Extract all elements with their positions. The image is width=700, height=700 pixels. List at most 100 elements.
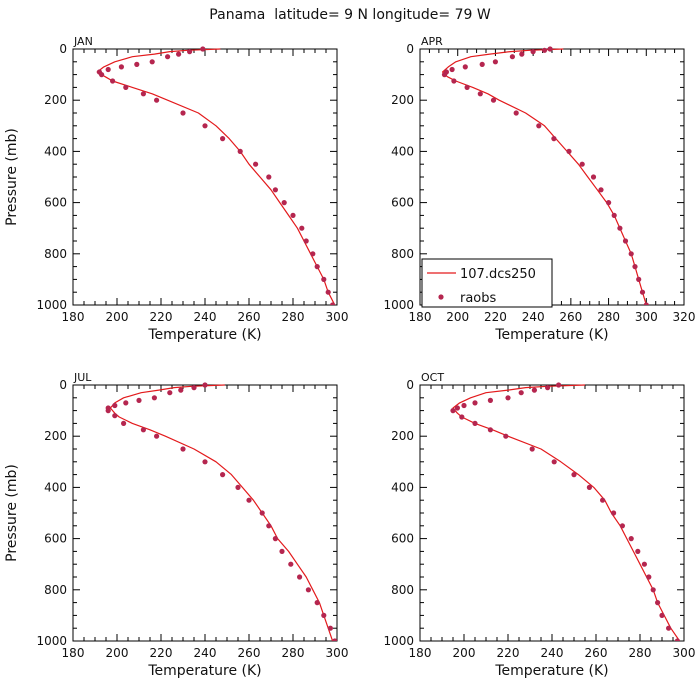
- y-tick-label: 400: [44, 144, 67, 158]
- data-point-raobs: [288, 561, 294, 567]
- data-point-raobs: [551, 136, 557, 142]
- data-point-raobs: [632, 264, 638, 270]
- data-point-raobs: [272, 536, 278, 542]
- data-point-raobs: [314, 600, 320, 606]
- legend-label: 107.dcs250: [460, 267, 536, 282]
- y-tick-label: 800: [44, 247, 67, 261]
- y-axis-label: Pressure (mb): [4, 128, 20, 226]
- x-tick-label: 200: [446, 310, 469, 324]
- data-point-raobs: [530, 49, 536, 55]
- data-point-raobs: [121, 420, 127, 426]
- data-point-raobs: [655, 600, 661, 606]
- data-point-raobs: [509, 54, 515, 60]
- y-tick-label: 0: [406, 42, 414, 56]
- data-point-raobs: [586, 484, 593, 490]
- data-point-raobs: [531, 387, 538, 393]
- data-point-raobs: [461, 402, 467, 409]
- x-tick-label: 280: [629, 646, 652, 660]
- data-point-raobs: [628, 251, 634, 257]
- series-line-107.dcs250: [96, 48, 336, 305]
- x-tick-label: 320: [673, 310, 696, 324]
- data-point-raobs: [253, 161, 259, 167]
- x-tick-label: 220: [497, 646, 520, 660]
- data-point-raobs: [441, 72, 448, 78]
- data-point-raobs: [479, 61, 485, 67]
- legend-dot-swatch: [438, 294, 444, 300]
- x-tick-label: 220: [484, 310, 507, 324]
- y-tick-label: 800: [391, 247, 414, 261]
- panel-apr: APR 180 200 220 240 260 280 300 320 0 200 400 600 800…: [383, 35, 695, 343]
- data-point-raobs: [519, 51, 525, 57]
- data-point-raobs: [646, 574, 652, 580]
- y-axis-label: Pressure (mb): [4, 464, 20, 562]
- y-tick-label: 200: [391, 93, 414, 107]
- data-point-raobs: [180, 110, 186, 116]
- data-point-raobs: [178, 387, 184, 393]
- series-line-107.dcs250: [452, 384, 681, 641]
- data-point-raobs: [123, 84, 129, 90]
- data-point-raobs: [279, 548, 285, 555]
- data-point-raobs: [110, 78, 116, 84]
- data-point-raobs: [487, 427, 493, 433]
- x-tick-label: 240: [522, 310, 545, 324]
- data-point-raobs: [290, 212, 296, 218]
- panel-label: OCT: [421, 371, 444, 384]
- data-point-raobs: [281, 200, 287, 206]
- data-point-raobs: [134, 61, 140, 67]
- data-point-raobs: [606, 200, 612, 206]
- data-point-raobs: [321, 276, 327, 282]
- data-point-raobs: [641, 561, 648, 567]
- x-tick-label: 260: [238, 310, 261, 324]
- data-point-raobs: [200, 46, 206, 52]
- data-point-raobs: [259, 510, 265, 516]
- data-point-raobs: [449, 66, 455, 73]
- data-point-raobs: [99, 72, 105, 78]
- x-tick-label: 200: [106, 646, 129, 660]
- data-point-raobs: [636, 276, 642, 282]
- x-axis-label: Temperature (K): [494, 327, 608, 343]
- x-tick-label: 300: [326, 310, 349, 324]
- x-tick-label: 260: [238, 646, 261, 660]
- plot-area: [96, 46, 336, 305]
- panels: JAN 180 200 220 240 260 280 300 0 200 400 600 800 100…: [4, 35, 695, 679]
- data-point-raobs: [598, 187, 604, 193]
- series-line-107.dcs250: [109, 384, 334, 641]
- data-point-raobs: [635, 548, 641, 555]
- data-point-raobs: [149, 59, 155, 65]
- x-axis-label: Temperature (K): [494, 663, 608, 679]
- data-point-raobs: [266, 523, 272, 529]
- data-point-raobs: [503, 433, 509, 439]
- data-point-raobs: [600, 497, 606, 503]
- data-point-raobs: [272, 187, 278, 193]
- data-point-raobs: [490, 97, 497, 103]
- x-tick-label: 300: [326, 646, 349, 660]
- data-point-raobs: [454, 405, 460, 411]
- data-point-raobs: [235, 484, 241, 490]
- data-point-raobs: [487, 397, 493, 403]
- data-point-raobs: [547, 46, 553, 52]
- y-tick-label: 1000: [36, 298, 67, 312]
- x-tick-label: 280: [597, 310, 620, 324]
- y-tick-label: 800: [44, 583, 67, 597]
- data-point-raobs: [327, 625, 333, 631]
- plot-area: [441, 46, 649, 305]
- data-point-raobs: [518, 390, 524, 396]
- x-tick-label: 260: [585, 646, 608, 660]
- x-tick-label: 300: [673, 646, 696, 660]
- x-tick-label: 220: [150, 310, 173, 324]
- data-point-raobs: [492, 59, 498, 65]
- panel-jul: JUL 180 200 220 240 260 280 300 0 200 400 600 800 100…: [4, 371, 348, 679]
- data-point-raobs: [332, 638, 337, 641]
- x-tick-label: 180: [62, 646, 85, 660]
- data-point-raobs: [666, 625, 672, 631]
- y-tick-label: 800: [391, 583, 414, 597]
- data-point-raobs: [464, 84, 470, 90]
- data-point-raobs: [299, 225, 305, 231]
- data-point-raobs: [321, 612, 327, 619]
- data-point-raobs: [123, 400, 129, 406]
- y-tick-label: 200: [391, 429, 414, 443]
- figure-title: Panama latitude= 9 N longitude= 79 W: [209, 7, 491, 23]
- y-tick-label: 1000: [383, 298, 414, 312]
- data-point-raobs: [151, 395, 157, 401]
